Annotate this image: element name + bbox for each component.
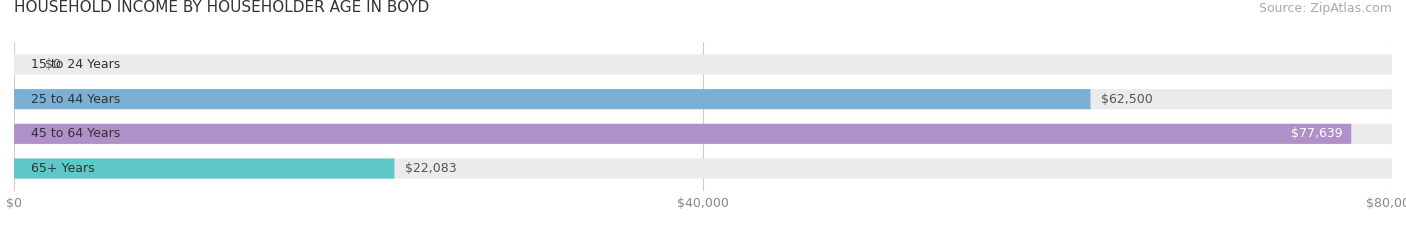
Text: 15 to 24 Years: 15 to 24 Years bbox=[31, 58, 121, 71]
FancyBboxPatch shape bbox=[14, 89, 1392, 109]
Text: $0: $0 bbox=[45, 58, 60, 71]
Text: $62,500: $62,500 bbox=[1101, 93, 1153, 106]
FancyBboxPatch shape bbox=[14, 89, 1091, 109]
FancyBboxPatch shape bbox=[14, 124, 1351, 144]
Text: 25 to 44 Years: 25 to 44 Years bbox=[31, 93, 121, 106]
Text: 65+ Years: 65+ Years bbox=[31, 162, 96, 175]
Text: Source: ZipAtlas.com: Source: ZipAtlas.com bbox=[1258, 2, 1392, 15]
Text: HOUSEHOLD INCOME BY HOUSEHOLDER AGE IN BOYD: HOUSEHOLD INCOME BY HOUSEHOLDER AGE IN B… bbox=[14, 0, 429, 15]
FancyBboxPatch shape bbox=[14, 55, 1392, 75]
FancyBboxPatch shape bbox=[14, 158, 1392, 178]
FancyBboxPatch shape bbox=[14, 124, 1392, 144]
FancyBboxPatch shape bbox=[14, 158, 395, 178]
Text: 45 to 64 Years: 45 to 64 Years bbox=[31, 127, 121, 140]
Text: $77,639: $77,639 bbox=[1291, 127, 1343, 140]
Text: $22,083: $22,083 bbox=[405, 162, 457, 175]
